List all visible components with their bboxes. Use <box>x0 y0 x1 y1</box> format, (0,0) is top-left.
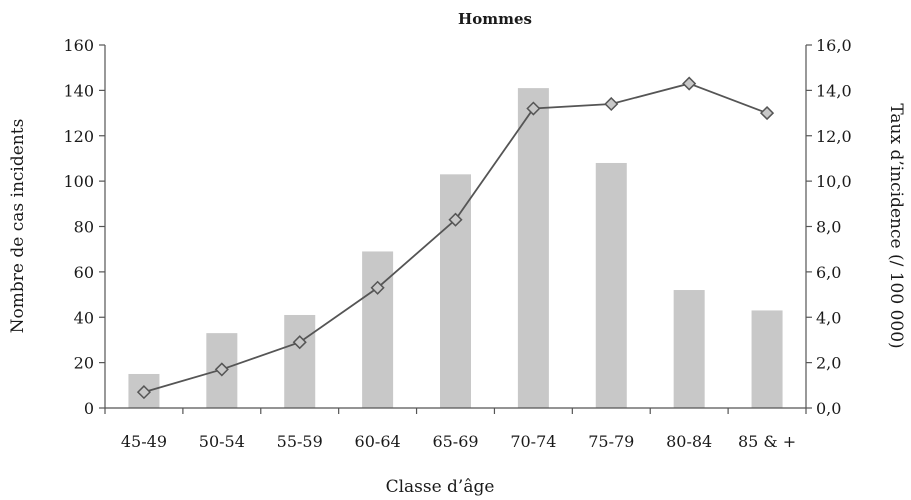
point-70-74 <box>526 101 541 116</box>
bar-series <box>128 88 783 408</box>
x-tick-label: 80-84 <box>666 432 712 451</box>
x-tick-label: 85 & + <box>738 432 796 451</box>
point-45-49 <box>136 385 152 400</box>
y-tick-label: 60 <box>74 263 94 282</box>
y-tick-label: 40 <box>74 308 94 327</box>
chart-title: Hommes <box>458 10 532 28</box>
y2-tick-label: 0,0 <box>816 399 841 418</box>
y2-tick-label: 2,0 <box>816 354 841 373</box>
y-tick-label: 120 <box>63 127 94 146</box>
y2-tick-label: 12,0 <box>816 127 852 146</box>
point-85 & + <box>759 106 775 121</box>
y-tick-label: 100 <box>63 172 94 191</box>
y-tick-label: 0 <box>84 399 94 418</box>
y2-tick-label: 4,0 <box>816 308 841 327</box>
line-series <box>136 76 775 400</box>
point-65-69 <box>448 212 463 227</box>
bar-65-69 <box>440 174 471 408</box>
x-tick-label: 55-59 <box>277 432 323 451</box>
bar-70-74 <box>517 88 549 408</box>
point-50-54 <box>214 362 229 377</box>
bar-80-84 <box>673 290 705 408</box>
x-tick-label: 60-64 <box>355 432 401 451</box>
y2-tick-label: 14,0 <box>816 81 852 100</box>
x-tick-label: 75-79 <box>588 432 634 451</box>
y2-tick-label: 8,0 <box>816 218 841 237</box>
point-55-59 <box>292 335 307 350</box>
axes: 0 20 40 60 80 100 120 140 160 0,0 2,0 4,0 6,0 8,0 10,0… <box>63 36 851 451</box>
x-tick-label: 45-49 <box>121 432 167 451</box>
y2-tick-label: 10,0 <box>816 172 852 191</box>
y-axis-title: Nombre de cas incidents <box>8 119 28 334</box>
x-tick-label: 65-69 <box>432 432 478 451</box>
x-tick-label: 50-54 <box>199 432 245 451</box>
y2-axis-title: Taux d’incidence (/ 100 000) <box>886 103 906 348</box>
y-tick-label: 80 <box>74 218 94 237</box>
y2-tick-label: 6,0 <box>816 263 841 282</box>
bar-60-64 <box>362 251 394 408</box>
y-tick-label: 140 <box>63 81 94 100</box>
point-60-64 <box>370 280 385 295</box>
y-tick-label: 160 <box>63 36 94 55</box>
point-75-79 <box>604 96 619 112</box>
bar-75-79 <box>595 162 627 408</box>
y-tick-label: 20 <box>74 354 94 373</box>
point-80-84 <box>682 76 697 91</box>
y2-tick-label: 16,0 <box>816 36 852 55</box>
bar-85 & + <box>751 310 783 408</box>
x-axis-title: Classe d’âge <box>386 477 495 497</box>
bar-55-59 <box>284 314 316 408</box>
x-tick-label: 70-74 <box>510 432 556 451</box>
